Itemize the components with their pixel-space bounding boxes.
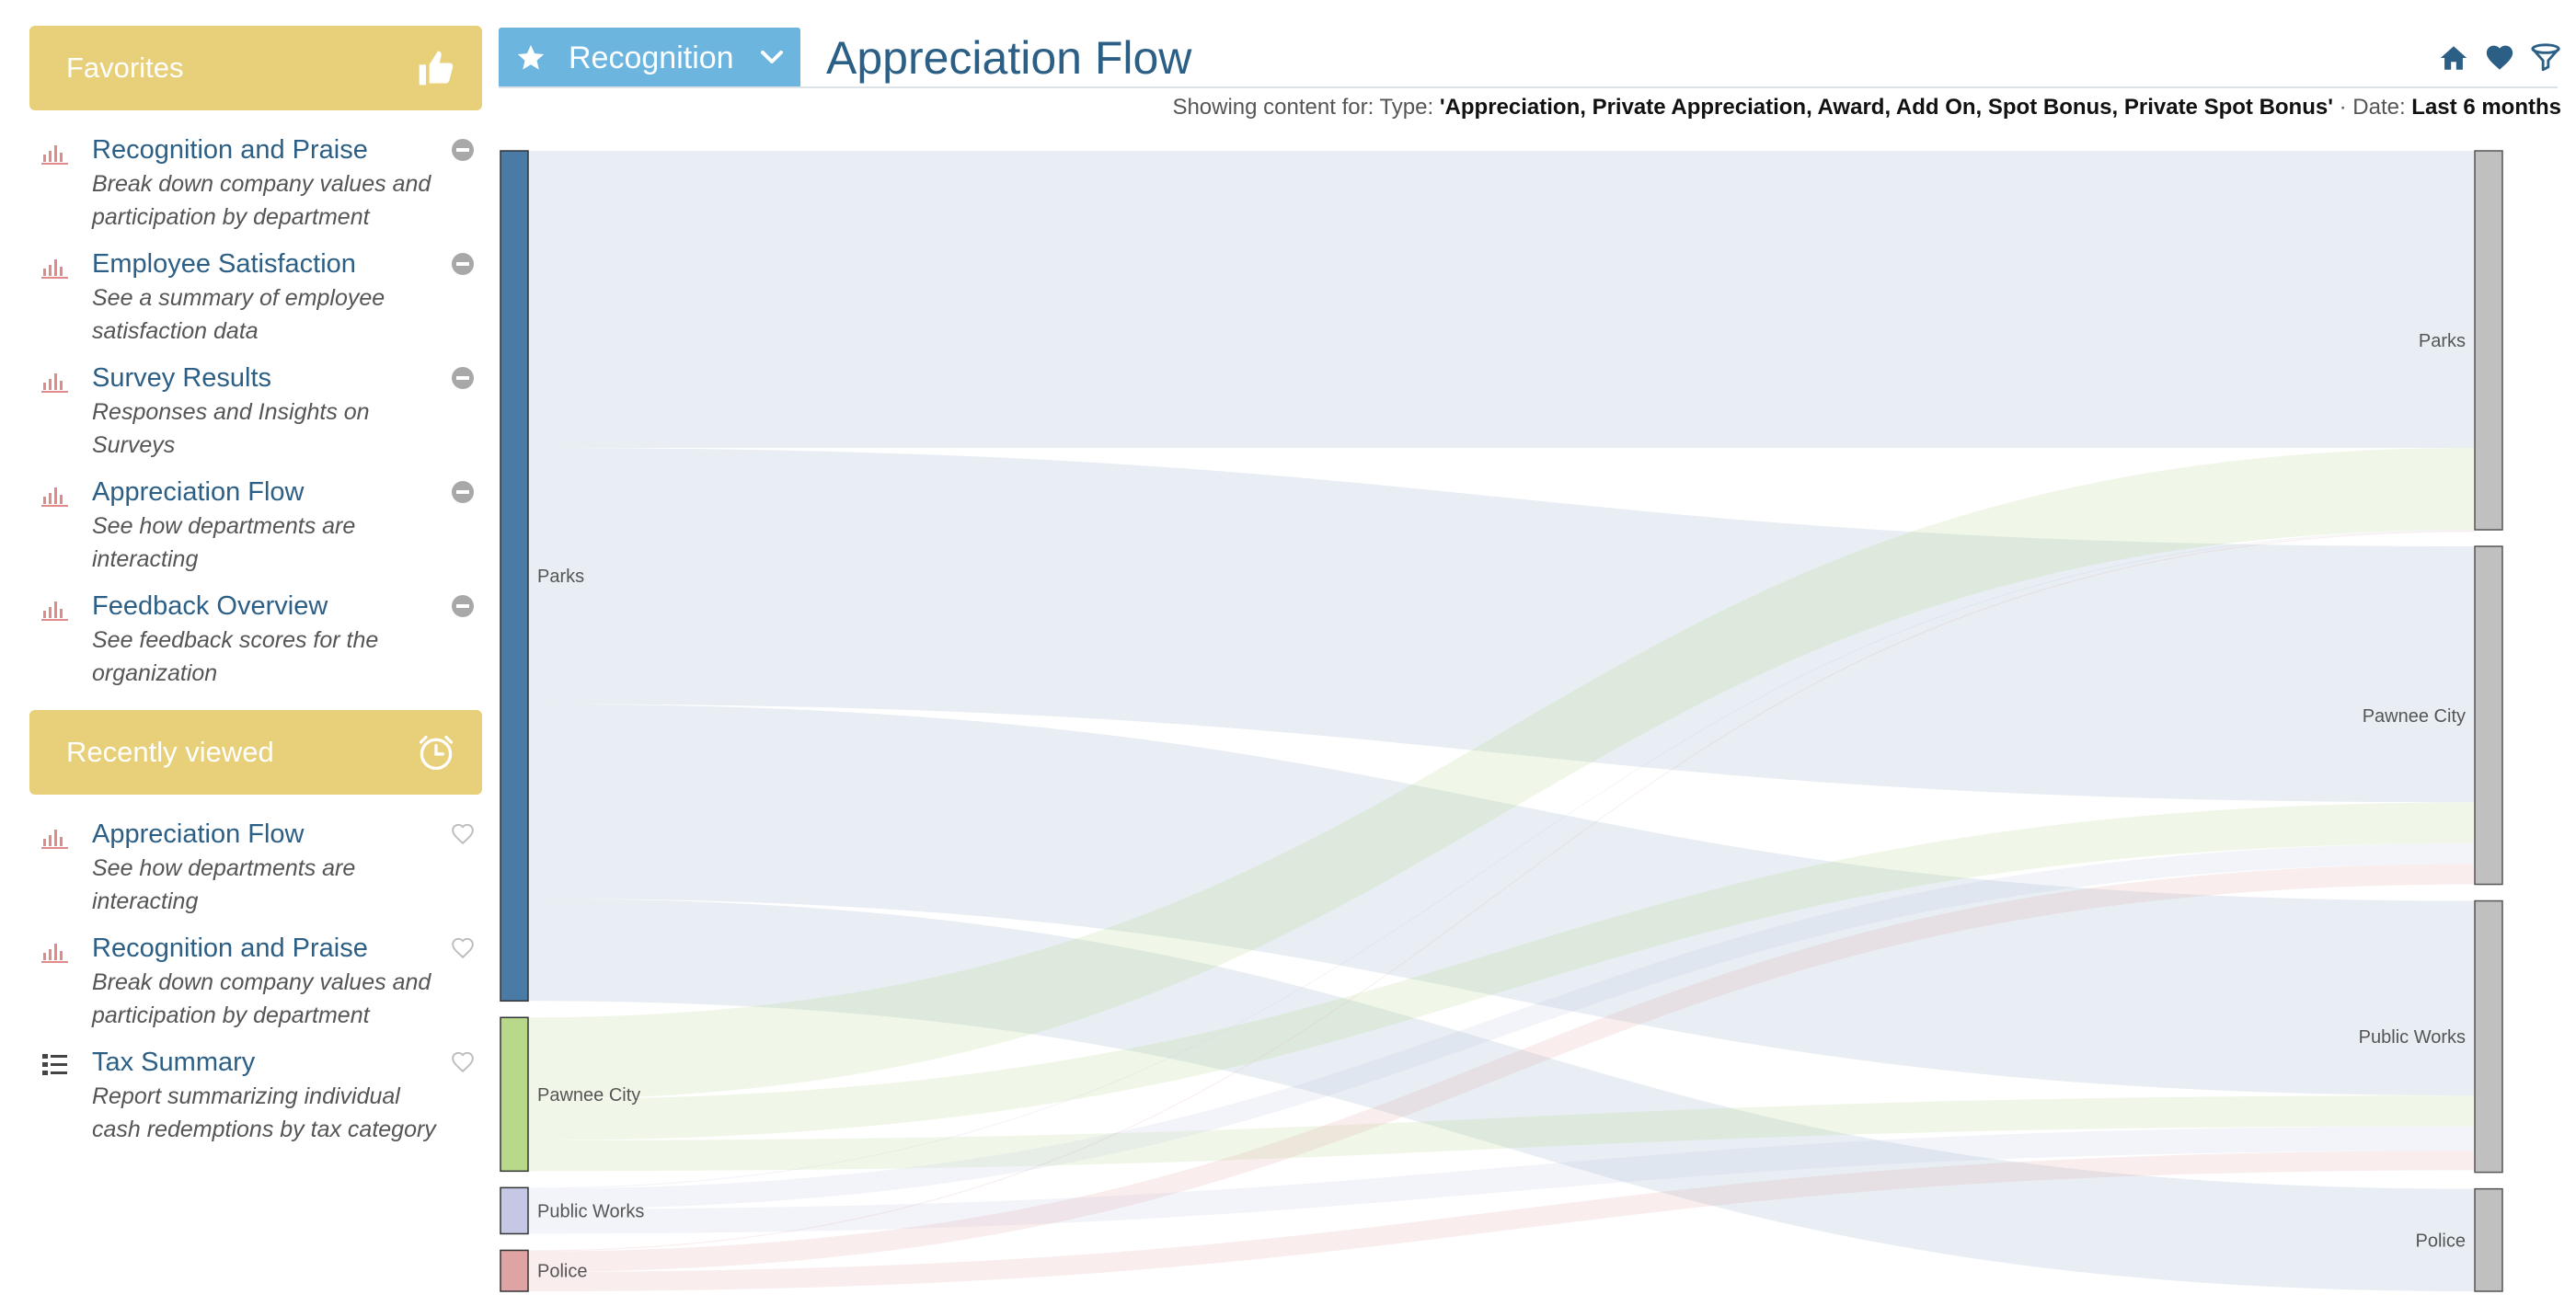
chevron-down-icon — [761, 51, 783, 63]
item-description: Responses and Insights on Surveys — [92, 399, 370, 458]
list-item: Appreciation Flow See how departments ar… — [29, 475, 482, 576]
target-node-police[interactable] — [2474, 1187, 2503, 1292]
recent-link[interactable]: Appreciation Flow — [92, 819, 305, 849]
list-item: Recognition and Praise Break down compan… — [29, 931, 482, 1032]
bar-chart-icon — [41, 944, 68, 963]
flow-police-to-pawnee-city[interactable] — [528, 864, 2475, 1272]
sankey-links — [528, 151, 2475, 1291]
favorite-link[interactable]: Recognition and Praise — [92, 135, 368, 165]
favorite-link[interactable]: Feedback Overview — [92, 591, 328, 621]
source-node-parks[interactable] — [500, 150, 529, 1002]
item-description: Break down company values and participat… — [92, 171, 431, 230]
sankey-labels: Parks Pawnee City Public Works Police Parks P… — [537, 331, 2466, 1282]
list-item: Tax Summary Report summarizing individua… — [29, 1045, 482, 1146]
target-node-pawnee-city[interactable] — [2474, 545, 2503, 886]
heart-outline-icon[interactable] — [451, 822, 475, 846]
page-title: Appreciation Flow — [826, 32, 1192, 84]
flow-parks-to-public-works[interactable] — [528, 704, 2475, 1096]
target-node-public-works[interactable] — [2474, 899, 2503, 1174]
recently-viewed-header: Recently viewed — [29, 710, 482, 795]
recently-viewed-title: Recently viewed — [66, 736, 274, 768]
target-label-public-works: Public Works — [2359, 1027, 2466, 1048]
source-label-police: Police — [537, 1262, 587, 1282]
list-item: Survey Results Responses and Insights on… — [29, 361, 482, 462]
category-dropdown-button[interactable]: Recognition — [499, 28, 800, 88]
category-label: Recognition — [569, 40, 734, 75]
target-label-parks: Parks — [2419, 331, 2466, 351]
remove-icon[interactable] — [451, 366, 475, 390]
item-description: See feedback scores for the organization — [92, 627, 379, 686]
remove-icon[interactable] — [451, 594, 475, 618]
favorite-link[interactable]: Employee Satisfaction — [92, 249, 356, 279]
sankey-nodes — [500, 150, 2503, 1292]
bar-chart-icon — [41, 373, 68, 393]
favorite-link[interactable]: Survey Results — [92, 363, 272, 393]
source-label-parks: Parks — [537, 567, 584, 587]
flow-public-works-to-parks[interactable] — [528, 530, 2475, 1189]
star-icon — [517, 44, 545, 70]
list-item: Recognition and Praise Break down compan… — [29, 132, 482, 234]
flow-parks-to-police[interactable] — [528, 898, 2475, 1291]
recent-link[interactable]: Tax Summary — [92, 1048, 256, 1077]
alarm-clock-icon — [419, 735, 454, 771]
home-icon[interactable] — [2438, 42, 2469, 74]
sidebar: Favorites Recognition and Praise Break d… — [29, 26, 482, 1159]
source-node-police[interactable] — [500, 1249, 529, 1292]
heart-outline-icon[interactable] — [451, 936, 475, 960]
heart-icon[interactable] — [2484, 42, 2515, 74]
item-description: Break down company values and participat… — [92, 969, 431, 1028]
recent-link[interactable]: Recognition and Praise — [92, 934, 368, 963]
favorites-list: Recognition and Praise Break down compan… — [29, 110, 482, 690]
list-item: Appreciation Flow See how departments ar… — [29, 817, 482, 918]
flow-police-to-public-works[interactable] — [528, 1151, 2475, 1291]
flow-pawnee-city-to-parks[interactable] — [528, 447, 2475, 1100]
target-node-parks[interactable] — [2474, 150, 2503, 531]
flow-public-works-to-pawnee-city[interactable] — [528, 842, 2475, 1209]
header-actions — [2438, 42, 2561, 74]
item-description: Report summarizing individual cash redem… — [92, 1083, 436, 1142]
remove-icon[interactable] — [451, 480, 475, 504]
target-label-police: Police — [2416, 1231, 2466, 1251]
filter-prefix: Showing content for: Type: — [1172, 95, 1440, 120]
source-node-public-works[interactable] — [500, 1186, 529, 1235]
target-label-pawnee-city: Pawnee City — [2363, 706, 2466, 727]
remove-icon[interactable] — [451, 138, 475, 162]
flow-police-to-parks[interactable] — [528, 531, 2475, 1252]
heart-outline-icon[interactable] — [451, 1050, 475, 1074]
flow-pawnee-city-to-public-works[interactable] — [528, 1095, 2475, 1172]
bar-chart-icon — [41, 487, 68, 507]
filter-summary: Showing content for: Type: 'Appreciation… — [1172, 92, 2561, 123]
bar-chart-icon — [41, 601, 68, 621]
bar-chart-icon — [41, 259, 68, 279]
item-description: See how departments are interacting — [92, 513, 356, 572]
remove-icon[interactable] — [451, 252, 475, 276]
bar-chart-icon — [41, 830, 68, 849]
favorites-title: Favorites — [66, 52, 184, 84]
list-icon — [42, 1054, 67, 1075]
favorites-header: Favorites — [29, 26, 482, 110]
filter-date: Last 6 months — [2411, 95, 2561, 120]
header-divider — [499, 86, 2558, 88]
filter-type: 'Appreciation, Private Appreciation, Awa… — [1439, 95, 2333, 120]
recently-viewed-list: Appreciation Flow See how departments ar… — [29, 795, 482, 1146]
flow-parks-to-pawnee-city[interactable] — [528, 447, 2475, 803]
list-item: Feedback Overview See feedback scores fo… — [29, 589, 482, 690]
flow-public-works-to-public-works[interactable] — [528, 1126, 2475, 1234]
bar-chart-icon — [41, 145, 68, 165]
filter-icon[interactable] — [2530, 42, 2561, 74]
flow-pawnee-city-to-pawnee-city[interactable] — [528, 802, 2475, 1140]
flow-parks-to-parks[interactable] — [528, 151, 2475, 448]
filter-date-prefix: · Date: — [2332, 95, 2412, 120]
favorite-link[interactable]: Appreciation Flow — [92, 477, 305, 507]
source-label-public-works: Public Works — [537, 1201, 644, 1221]
item-description: See a summary of employee satisfaction d… — [92, 285, 385, 344]
list-item: Employee Satisfaction See a summary of e… — [29, 246, 482, 348]
source-node-pawnee-city[interactable] — [500, 1016, 529, 1173]
thumbs-up-icon — [419, 51, 454, 86]
source-label-pawnee-city: Pawnee City — [537, 1085, 640, 1106]
item-description: See how departments are interacting — [92, 855, 356, 914]
appreciation-flow-sankey: Parks Pawnee City Public Works Police Parks P… — [500, 150, 2503, 1292]
